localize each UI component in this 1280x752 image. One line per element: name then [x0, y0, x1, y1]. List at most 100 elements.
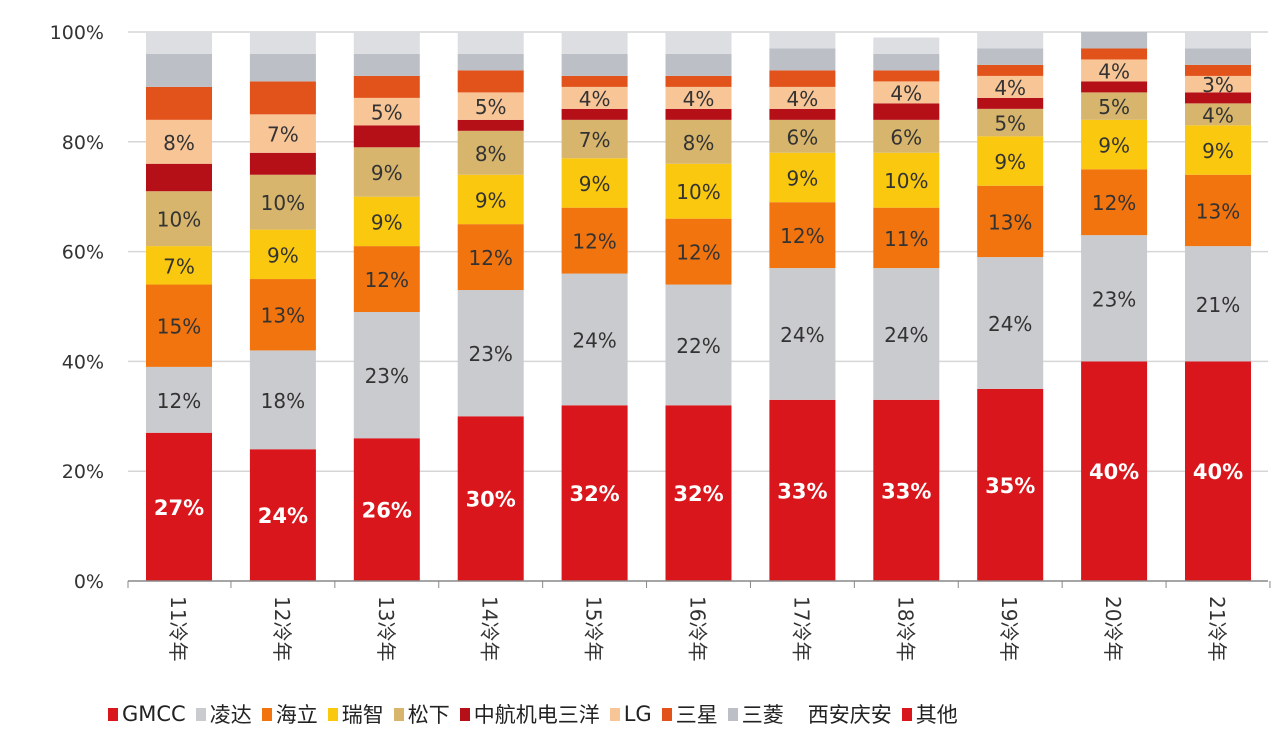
data-label: 4%: [1098, 59, 1130, 83]
data-label: 27%: [154, 496, 204, 520]
data-label: 4%: [683, 87, 715, 111]
bar-segment: [1185, 361, 1251, 581]
bar-segment: [1185, 174, 1251, 247]
data-label: 5%: [1098, 95, 1130, 119]
data-label: 7%: [163, 254, 195, 278]
data-label: 8%: [683, 131, 715, 155]
data-label: 11%: [884, 227, 928, 251]
legend-swatch: [108, 707, 118, 721]
bar-segment: [769, 119, 836, 153]
data-label: 3%: [1202, 73, 1234, 97]
bar-segment: [561, 119, 628, 159]
data-label: 9%: [994, 150, 1026, 174]
bar-segment: [977, 97, 1044, 109]
data-label: 9%: [475, 188, 507, 212]
data-label: 7%: [579, 128, 611, 152]
bar-segment: [353, 53, 420, 76]
bar-segment: [769, 399, 836, 581]
legend-label: 中航机电三洋: [473, 703, 600, 727]
data-label: 4%: [1202, 103, 1234, 127]
bar-segment: [1081, 169, 1148, 236]
bar-segment: [457, 174, 524, 225]
data-label: 10%: [884, 169, 928, 193]
bar-segment: [457, 53, 524, 71]
bar-segment: [977, 32, 1044, 49]
bar-segment: [146, 53, 212, 87]
data-label: 26%: [362, 499, 412, 523]
legend-item: 其他: [901, 699, 958, 729]
bar-segment: [665, 405, 732, 581]
bar-segment: [665, 119, 732, 164]
bar-segment: [665, 284, 732, 406]
data-label: 15%: [157, 315, 201, 339]
bar-segment: [1185, 64, 1251, 76]
bar-segment: [873, 70, 940, 82]
x-tick-label: 20冷年: [1101, 596, 1125, 661]
x-tick-label: 11冷年: [166, 596, 190, 661]
data-label: 12%: [157, 389, 201, 413]
data-label: 9%: [787, 166, 819, 190]
data-label: 33%: [881, 479, 931, 503]
bar-segment: [457, 224, 524, 291]
data-label: 9%: [1202, 139, 1234, 163]
legend-swatch: [195, 707, 206, 721]
x-tick-label: 18冷年: [893, 596, 917, 661]
bar-segment: [1081, 59, 1148, 82]
data-label: 30%: [466, 488, 516, 512]
y-tick-label: 60%: [62, 242, 104, 264]
legend-swatch: [393, 707, 404, 721]
bar-segment: [353, 32, 420, 54]
bar-segment: [249, 32, 316, 54]
bar-segment: [1081, 92, 1148, 120]
bar-segment: [353, 125, 420, 148]
data-label: 6%: [890, 125, 922, 149]
y-tick-label: 20%: [62, 461, 104, 483]
data-label: 12%: [676, 241, 720, 265]
bar-segment: [457, 119, 524, 131]
bar-segment: [353, 311, 420, 439]
data-label: 12%: [780, 224, 824, 248]
x-tick-label: 17冷年: [789, 596, 813, 661]
data-label: 4%: [890, 81, 922, 105]
legend-item: 瑞智: [327, 699, 384, 729]
legend-item: LG: [609, 702, 652, 726]
data-label: 10%: [261, 191, 305, 215]
legend-item: GMCC: [108, 702, 186, 726]
bar-segment: [769, 202, 836, 269]
bar-segment: [977, 388, 1044, 581]
bar-segment: [769, 108, 836, 120]
bar-segment: [873, 152, 940, 208]
bar-segment: [873, 399, 940, 581]
data-label: 24%: [780, 323, 824, 347]
data-label: 4%: [994, 76, 1026, 100]
bar-segment: [457, 92, 524, 120]
bar-segment: [561, 53, 628, 76]
legend-swatch: [901, 707, 912, 721]
legend-item: 三星: [661, 699, 718, 729]
data-label: 32%: [673, 482, 723, 506]
bar-segment: [561, 405, 628, 581]
data-label: 9%: [267, 243, 299, 267]
data-label: 12%: [468, 246, 512, 270]
data-label: 24%: [258, 504, 308, 528]
data-label: 9%: [579, 172, 611, 196]
bar-segment: [1185, 75, 1251, 93]
bar-segment: [146, 86, 212, 120]
bar-segment: [1081, 81, 1148, 93]
legend-label: 三星: [675, 703, 718, 727]
legend-swatch: [609, 707, 620, 721]
bar-segment: [1185, 103, 1251, 126]
legend-label: 海立: [275, 703, 318, 727]
bar-segment: [873, 103, 940, 120]
legend-label: GMCC: [122, 702, 186, 726]
data-label: 5%: [994, 112, 1026, 136]
bar-segment: [1081, 235, 1148, 362]
legend-swatch: [727, 707, 738, 721]
bar-segment: [353, 438, 420, 581]
bar-segment: [977, 48, 1044, 65]
bar-segment: [1185, 246, 1251, 362]
bar-segment: [249, 53, 316, 82]
bar-segment: [769, 86, 836, 109]
bar-segment: [561, 108, 628, 120]
bar-segment: [249, 350, 316, 450]
